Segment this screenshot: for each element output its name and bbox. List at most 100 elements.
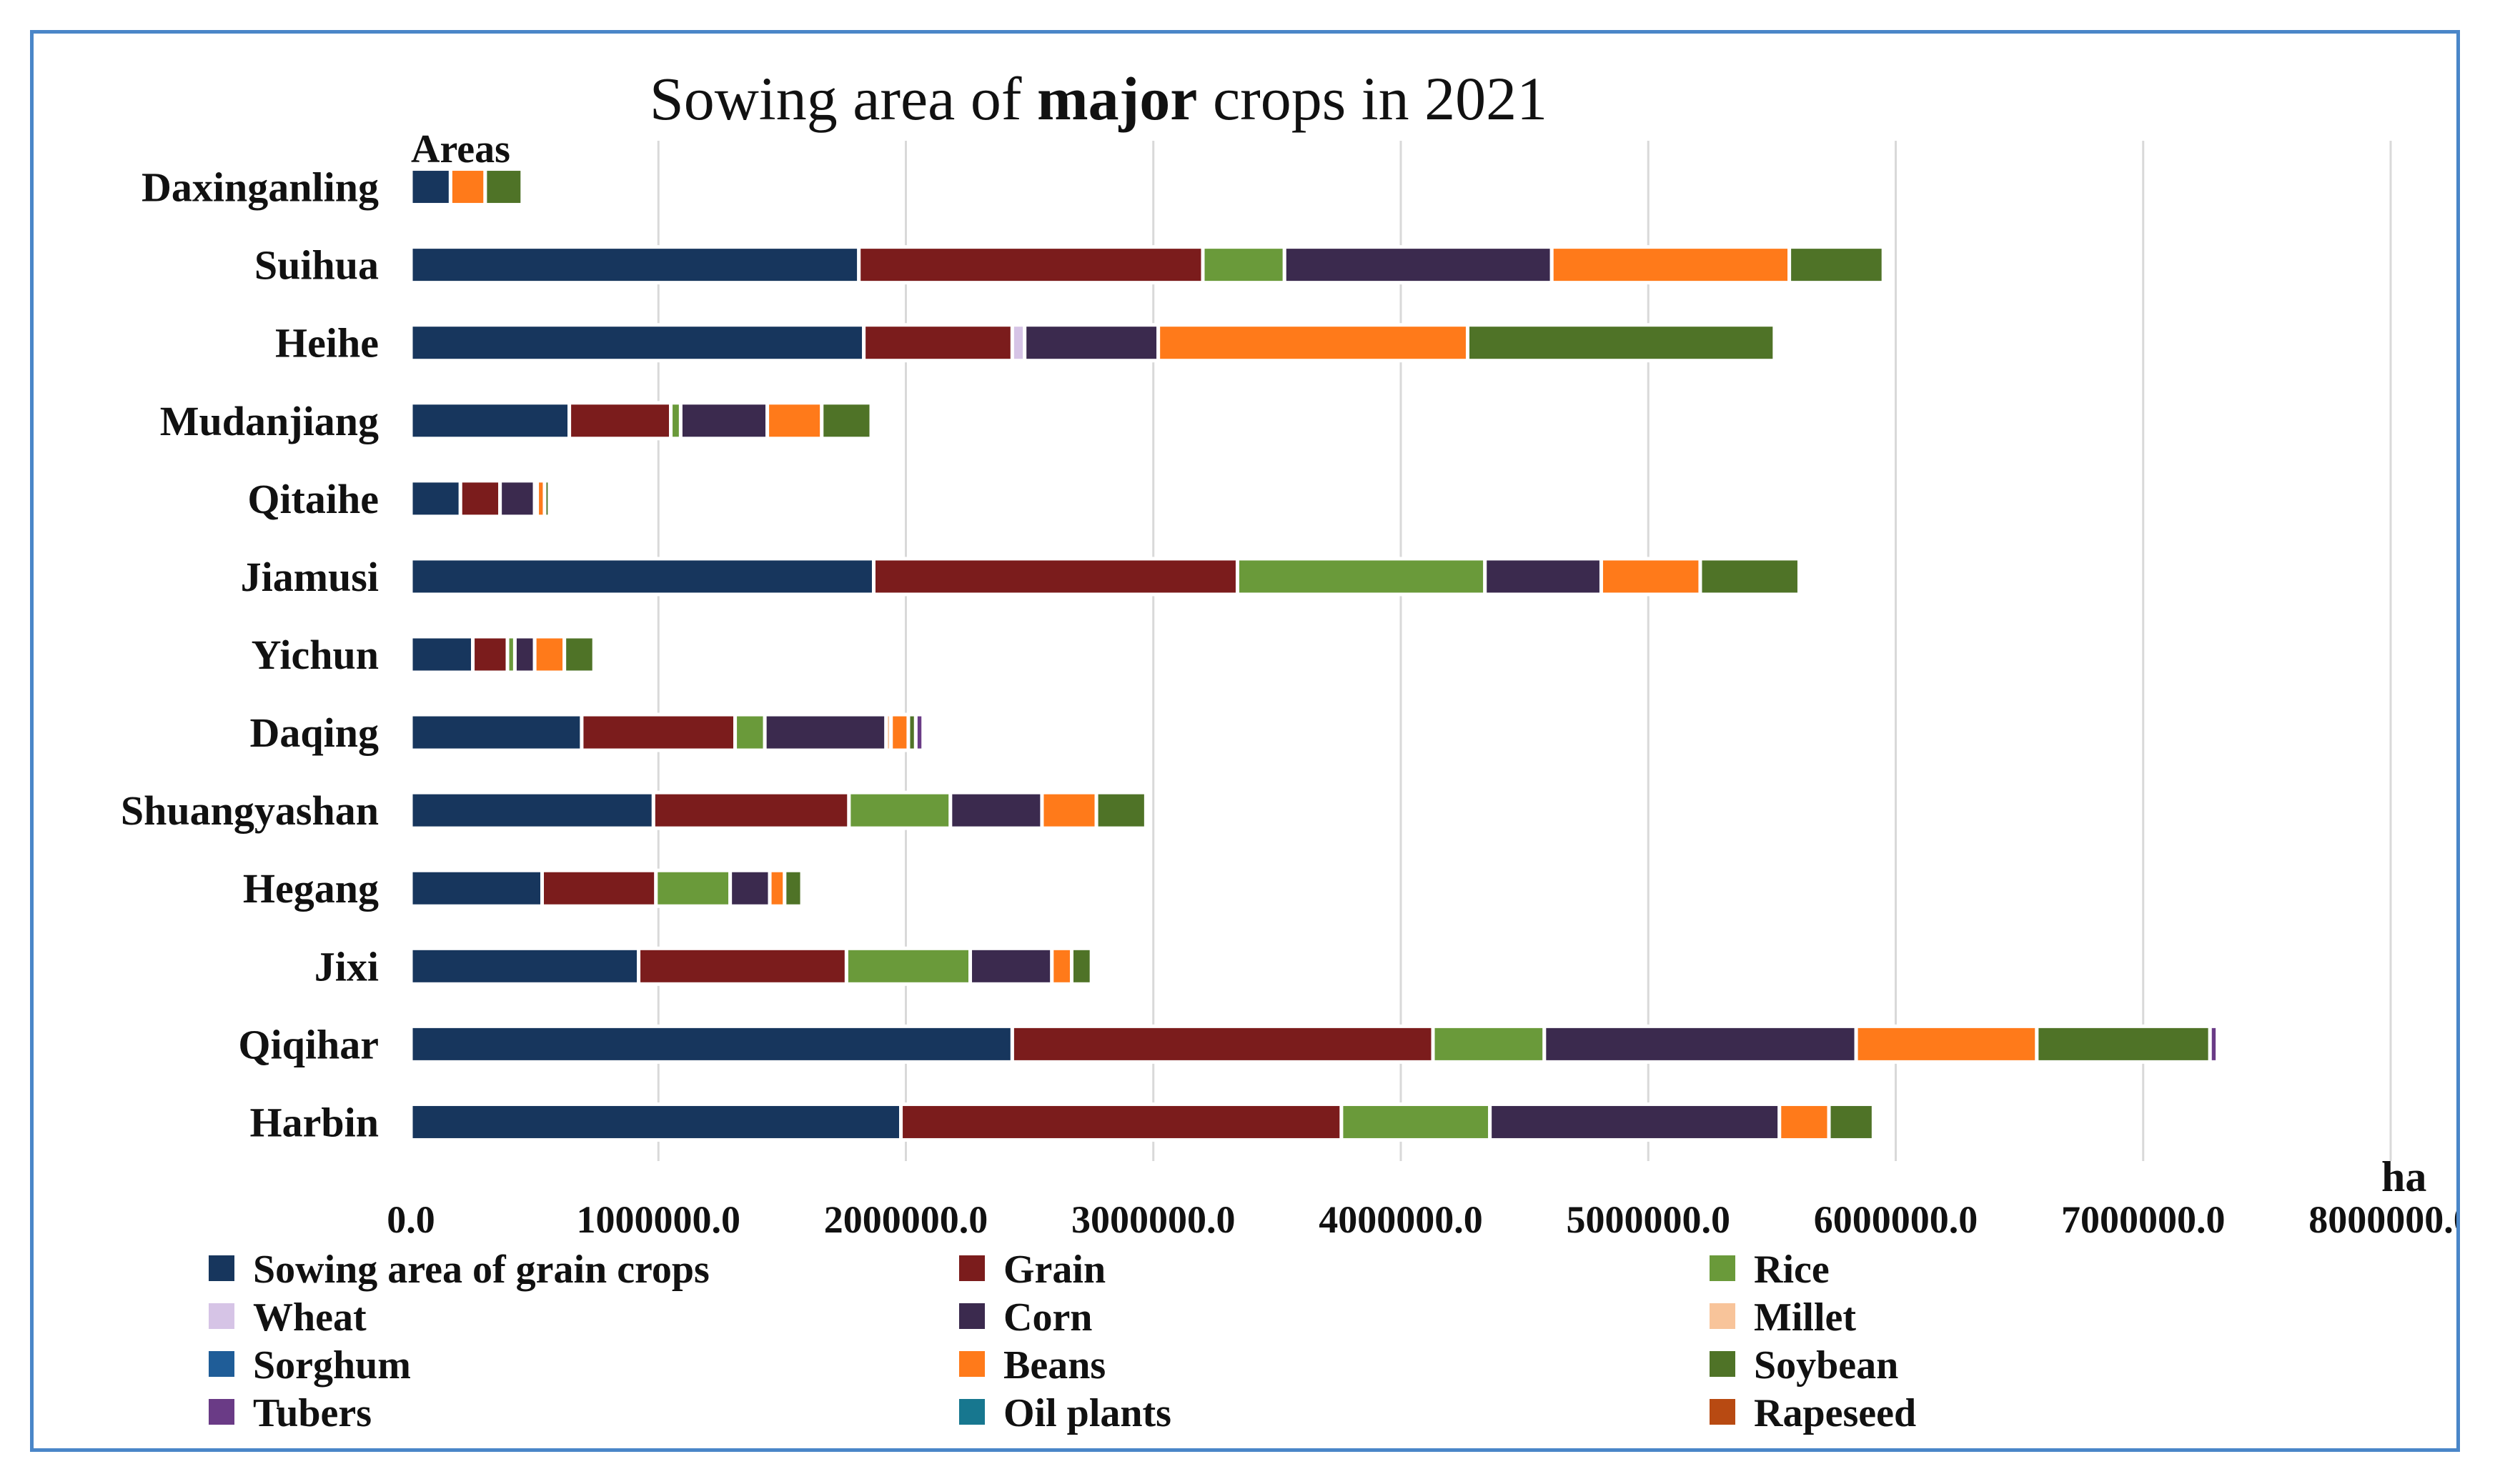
bar-segment: [1050, 946, 1073, 986]
legend: Sowing area of grain crops Grain Rice Wheat…: [209, 1248, 1916, 1435]
legend-label: Beans: [1003, 1343, 1106, 1388]
bar-segments: [409, 167, 2220, 1142]
legend-swatch: [959, 1399, 985, 1425]
bar-segment: [409, 557, 876, 597]
x-tick-label: 1000000.0: [577, 1198, 741, 1241]
bar-segment: [483, 167, 525, 207]
bar-segment: [532, 634, 567, 674]
bar-segment: [409, 245, 861, 285]
bar-segment: [409, 1102, 903, 1142]
legend-item: Corn: [959, 1295, 1092, 1340]
grid-lines: [657, 141, 2392, 1161]
category-label: Qiqihar: [238, 1021, 379, 1067]
legend-item: Sorghum: [209, 1343, 411, 1388]
legend-label: Tubers: [253, 1391, 372, 1435]
legend-swatch: [209, 1255, 234, 1281]
bar-segment: [857, 245, 1205, 285]
bar-segment: [1201, 245, 1286, 285]
legend-swatch: [209, 1303, 234, 1329]
bar-segment: [540, 868, 658, 908]
legend-swatch: [1710, 1255, 1735, 1281]
bar-segment: [409, 401, 572, 441]
bar-segment: [1698, 557, 1801, 597]
legend-label: Millet: [1754, 1295, 1856, 1340]
bar-segment: [409, 634, 475, 674]
x-tick-labels: 0.0 1000000.0 2000000.0 3000000.0 4000000.0 5…: [387, 1198, 2456, 1241]
bar-segment: [409, 479, 462, 519]
legend-swatch: [209, 1351, 234, 1377]
bar-segment: [1854, 1024, 2039, 1064]
bar-segment: [409, 167, 452, 207]
bar-segment: [844, 946, 973, 986]
bar-segment: [1827, 1102, 1875, 1142]
bar-segment: [678, 401, 770, 441]
x-tick-label: 0.0: [387, 1198, 435, 1241]
bar-segment: [733, 712, 767, 752]
legend-label: Rapeseed: [1754, 1391, 1916, 1435]
bar-segment: [783, 868, 804, 908]
bar-segment: [471, 634, 510, 674]
chart-title-emphasis: major: [1037, 64, 1197, 133]
bar-segment: [1488, 1102, 1782, 1142]
bar-segment: [562, 634, 596, 674]
bar-segment: [1010, 323, 1027, 363]
bar-segment: [409, 1024, 1014, 1064]
category-label: Hegang: [243, 865, 379, 912]
bar-segment: [409, 712, 584, 752]
bar-segment: [847, 790, 953, 830]
legend-item: Tubers: [209, 1391, 372, 1435]
bar-segment: [2035, 1024, 2212, 1064]
chart-title-part: crops in 2021: [1197, 64, 1547, 133]
bar-segment: [1282, 245, 1554, 285]
category-label: Jixi: [314, 943, 379, 990]
category-label: Daqing: [249, 709, 379, 756]
bar-segment: [871, 557, 1239, 597]
y-axis-title: Areas: [411, 127, 510, 171]
bar-segment: [1069, 946, 1093, 986]
bar-segment: [1235, 557, 1487, 597]
legend-label: Rice: [1754, 1248, 1830, 1292]
bar-segment: [512, 634, 537, 674]
legend-swatch: [959, 1303, 985, 1329]
legend-label: Oil plants: [1003, 1391, 1171, 1435]
category-labels: Daxinganling Suihua Heihe Mudanjiang Qitaihe…: [121, 164, 379, 1146]
bar-segment: [580, 712, 738, 752]
x-tick-label: 4000000.0: [1319, 1198, 1483, 1241]
x-tick-label: 3000000.0: [1071, 1198, 1236, 1241]
bar-segment: [1777, 1102, 1831, 1142]
bar-segment: [654, 868, 733, 908]
legend-item: Grain: [959, 1248, 1106, 1292]
bar-segment: [1156, 323, 1469, 363]
legend-item: Beans: [959, 1343, 1106, 1388]
legend-item: Rapeseed: [1710, 1391, 1916, 1435]
bar-segment: [820, 401, 873, 441]
chart-title-part: Sowing area of: [650, 64, 1037, 133]
bar-segment: [1431, 1024, 1547, 1064]
legend-item: Soybean: [1710, 1343, 1898, 1388]
bar-segment: [728, 868, 772, 908]
legend-item: Millet: [1710, 1295, 1856, 1340]
bar-segment: [763, 712, 888, 752]
bar-segment: [948, 790, 1044, 830]
x-tick-label: 2000000.0: [824, 1198, 988, 1241]
bar-segment: [968, 946, 1054, 986]
category-label: Shuangyashan: [121, 787, 379, 834]
bar-segment: [768, 868, 787, 908]
chart-title: Sowing area of major crops in 2021: [650, 64, 1547, 133]
category-label: Heihe: [275, 320, 379, 367]
bar-segment: [1465, 323, 1777, 363]
bar-segment: [637, 946, 848, 986]
bar-segment: [651, 790, 851, 830]
category-label: Jiamusi: [241, 554, 379, 600]
bar-segment: [1094, 790, 1148, 830]
bar-segment: [1010, 1024, 1435, 1064]
bar-segment: [409, 946, 641, 986]
x-axis-title: ha: [2381, 1153, 2426, 1200]
legend-label: Soybean: [1754, 1343, 1898, 1388]
category-label: Qitaihe: [247, 476, 379, 522]
bar-segment: [765, 401, 824, 441]
legend-swatch: [1710, 1303, 1735, 1329]
bar-segment: [498, 479, 537, 519]
bar-segment: [567, 401, 673, 441]
bar-segment: [913, 712, 926, 752]
